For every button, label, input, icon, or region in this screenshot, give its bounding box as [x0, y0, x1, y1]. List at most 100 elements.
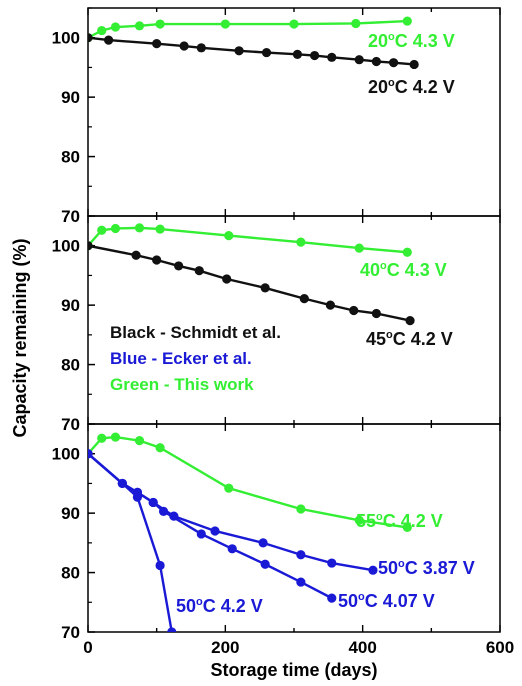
data-point	[152, 39, 162, 49]
data-point	[296, 550, 306, 560]
data-point	[155, 19, 165, 29]
data-point	[134, 436, 145, 446]
panel-1: 100 90 80 70 20oC 4.3 V 20oC 4.2 V	[52, 7, 501, 226]
data-point	[388, 58, 399, 68]
y-tick-label: 80	[61, 148, 80, 167]
y-tick-label: 90	[61, 296, 80, 315]
data-point	[196, 529, 206, 539]
data-point	[196, 43, 206, 53]
data-point	[325, 300, 335, 310]
data-point	[349, 305, 359, 316]
x-tick-labels: 0 200 400 600	[83, 638, 514, 657]
data-point	[110, 432, 121, 442]
data-point	[261, 47, 272, 58]
data-point	[258, 538, 268, 548]
series-label: 20oC 4.2 V	[368, 77, 455, 97]
y-axis-title: Capacity remaining (%)	[10, 238, 30, 437]
series-line	[88, 452, 333, 600]
data-point	[368, 565, 378, 575]
data-point	[327, 593, 337, 603]
series-2-1	[88, 223, 412, 257]
panel-3: 100 90 80 70 55oC 4.2 V 50oC 3.87 V 50oC 4.07 …	[52, 423, 501, 642]
data-point	[310, 50, 320, 61]
data-point	[371, 308, 381, 319]
x-tick-label: 400	[348, 638, 376, 657]
series-label: 50oC 4.07 V	[338, 591, 435, 611]
data-point	[405, 315, 415, 326]
data-point	[292, 49, 303, 59]
y-tick-label: 100	[52, 237, 80, 256]
data-point	[104, 35, 114, 45]
data-point	[210, 526, 220, 536]
data-point	[152, 255, 162, 265]
data-point	[371, 56, 381, 67]
data-point	[174, 261, 184, 271]
y-tick-label: 90	[61, 88, 80, 107]
data-point	[179, 41, 189, 51]
x-axis-title: Storage time (days)	[210, 660, 377, 680]
data-point	[354, 515, 364, 525]
data-point	[134, 223, 145, 233]
y-tick-label: 70	[61, 623, 80, 642]
series-label: 55oC 4.2 V	[356, 511, 443, 531]
series-label: 40oC 4.3 V	[360, 260, 447, 280]
data-point	[194, 266, 204, 276]
data-point	[402, 522, 412, 533]
x-tick-label: 0	[83, 638, 92, 657]
data-point	[354, 55, 364, 65]
y-tick-label: 90	[61, 504, 80, 523]
x-tick-label: 200	[211, 638, 239, 657]
data-point	[224, 483, 234, 493]
data-point	[296, 577, 306, 587]
legend-entry: Green - This work	[110, 375, 254, 394]
data-point	[131, 250, 141, 260]
data-point	[296, 504, 306, 514]
data-point	[167, 627, 177, 632]
y-tick-label: 100	[52, 29, 80, 48]
data-point	[402, 247, 412, 257]
series-1-2	[88, 33, 419, 70]
data-point	[110, 22, 121, 32]
data-point	[97, 225, 107, 235]
series-1-1	[88, 16, 412, 43]
series-2-2	[88, 241, 415, 326]
data-point	[224, 231, 234, 241]
data-point	[409, 59, 419, 70]
data-point	[220, 19, 230, 29]
data-point	[327, 558, 337, 568]
data-point	[327, 52, 337, 62]
series-3-2	[88, 449, 378, 575]
panel-2: 100 90 80 70 40oC 4.3 V 45oC 4.2 V	[52, 215, 501, 434]
y-tick-label: 70	[61, 415, 80, 434]
data-point	[234, 46, 244, 56]
legend-entry: Blue - Ecker et al.	[110, 349, 252, 368]
data-point	[155, 560, 165, 571]
data-point	[158, 506, 169, 516]
data-point	[351, 18, 361, 29]
data-point	[227, 544, 237, 554]
data-point	[97, 25, 107, 36]
y-tick-label: 80	[61, 356, 80, 375]
series-label: 50oC 4.2 V	[176, 596, 263, 616]
data-point	[110, 223, 121, 234]
data-point	[222, 274, 232, 284]
data-point	[299, 294, 309, 304]
y-tick-label: 80	[61, 564, 80, 583]
series-line	[88, 452, 173, 632]
data-point	[289, 19, 299, 29]
legend-entry: Black - Schmidt et al.	[110, 323, 281, 342]
data-point	[260, 283, 270, 293]
chart-panels: 100 90 80 70 20oC 4.3 V 20oC 4.2 V 100 90 80 70 40…	[52, 7, 501, 642]
data-point	[402, 16, 412, 26]
series-3-3	[88, 449, 337, 603]
series-line	[88, 36, 415, 66]
x-tick-label: 600	[486, 638, 514, 657]
series-3-1	[88, 432, 412, 533]
data-point	[148, 497, 158, 508]
data-point	[88, 33, 93, 43]
data-point	[296, 237, 306, 247]
legend: Black - Schmidt et al. Blue - Ecker et al…	[110, 323, 281, 394]
y-tick-label: 100	[52, 445, 80, 464]
data-point	[88, 449, 93, 459]
